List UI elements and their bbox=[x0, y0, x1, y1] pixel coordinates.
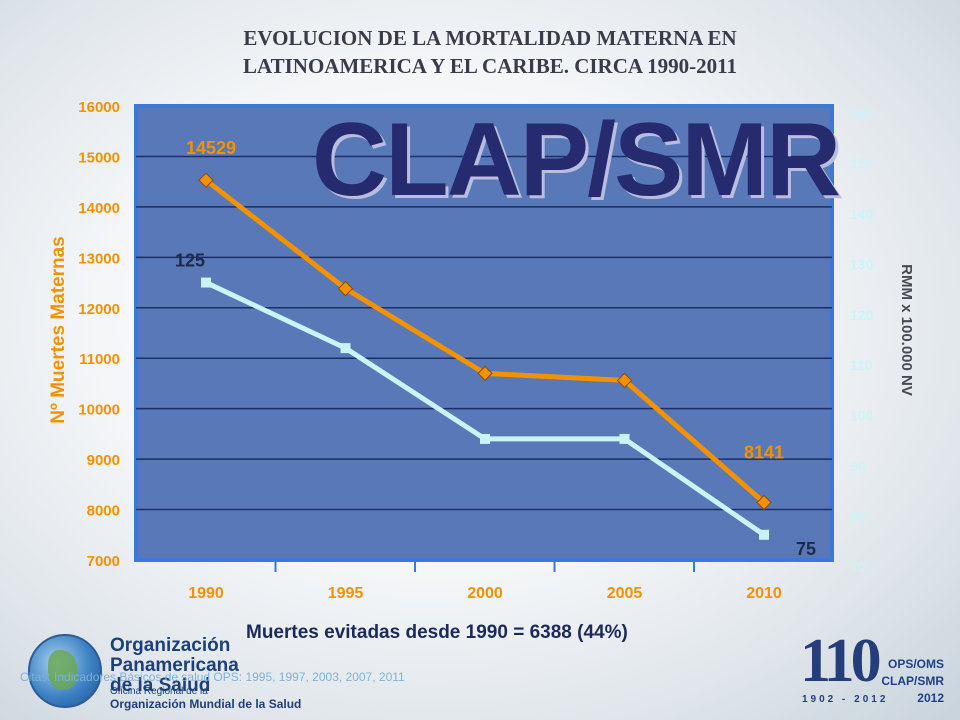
series-2-point bbox=[619, 433, 630, 444]
right-tick-label: 120 bbox=[850, 307, 874, 323]
paho-office-line-2: Organización Mundial de la Salud bbox=[110, 697, 302, 711]
org-credit-line-3: 2012 bbox=[917, 691, 944, 705]
left-tick-label: 15000 bbox=[78, 149, 120, 166]
x-tick-label: 2000 bbox=[467, 585, 503, 602]
series-1-point bbox=[756, 494, 772, 511]
data-label: 14529 bbox=[186, 138, 236, 158]
paho-logo-office: Oficina Regional de la Organización Mund… bbox=[110, 686, 301, 710]
grid-lines bbox=[136, 155, 832, 511]
left-tick-label: 12000 bbox=[78, 301, 120, 318]
left-tick-label: 10000 bbox=[78, 402, 120, 419]
x-tick-label: 1990 bbox=[188, 585, 224, 602]
avoided-deaths-note: Muertes evitadas desde 1990 = 6388 (44%) bbox=[246, 622, 628, 643]
left-tick-label: 13000 bbox=[78, 250, 120, 267]
right-tick-label: 80 bbox=[850, 509, 866, 525]
right-tick-label: 100 bbox=[850, 408, 874, 424]
right-tick-label: 140 bbox=[850, 206, 874, 222]
x-tick-label: 2010 bbox=[746, 585, 782, 602]
paho-name-line-1: Organización bbox=[110, 635, 231, 656]
anniversary-number: 110 bbox=[800, 627, 882, 695]
series-1-point bbox=[477, 365, 493, 382]
right-tick-label: 160 bbox=[850, 105, 874, 121]
left-tick-label: 9000 bbox=[87, 452, 120, 469]
series-1-point bbox=[616, 372, 633, 389]
data-label: 125 bbox=[175, 251, 205, 271]
paho-name-line-3: de la Salud bbox=[110, 675, 211, 696]
left-tick-label: 11000 bbox=[79, 351, 120, 368]
right-axis-title: RMM x 100.000 NV bbox=[898, 264, 915, 396]
data-labels: 14529 8141 125 75 bbox=[175, 138, 816, 559]
anniversary-logo: 110 1902 - 2012 OPS/OMS CLAP/SMR 2012 bbox=[800, 630, 950, 716]
series-2-point bbox=[759, 529, 769, 540]
chart-title: EVOLUCION DE LA MORTALIDAD MATERNA EN LA… bbox=[180, 24, 800, 80]
left-tick-label: 7000 bbox=[87, 553, 120, 570]
paho-office-line-1: Oficina Regional de la bbox=[110, 686, 208, 697]
x-tick-label: 1995 bbox=[328, 585, 364, 602]
left-tick-label: 16000 bbox=[78, 99, 120, 116]
x-axis: 1990 1995 2000 2005 2010 bbox=[188, 560, 782, 602]
globe-icon bbox=[28, 634, 102, 708]
series-2-point bbox=[480, 433, 490, 444]
left-axis-title: Nº Muertes Maternas bbox=[48, 236, 69, 424]
left-tick-label: 8000 bbox=[87, 503, 120, 520]
org-credit-line-2: CLAP/SMR bbox=[881, 674, 944, 688]
data-label: 75 bbox=[796, 539, 816, 559]
right-tick-label: 110 bbox=[850, 357, 873, 373]
series-1-point bbox=[337, 280, 354, 297]
right-tick-label: 70 bbox=[850, 559, 866, 575]
series-2-point bbox=[340, 343, 351, 354]
source-citation: Citas: Indicadores Básicos de salud OPS:… bbox=[20, 670, 405, 684]
org-credit: OPS/OMS CLAP/SMR 2012 bbox=[881, 656, 944, 707]
anniversary-years: 1902 - 2012 bbox=[802, 694, 889, 705]
paho-logo-name: Organización Panamericana de la Salud bbox=[110, 636, 270, 696]
left-y-axis: 7000 8000 9000 10000 11000 12000 13000 14000 150… bbox=[78, 99, 120, 570]
series-1-point bbox=[198, 172, 214, 188]
data-label: 8141 bbox=[744, 442, 784, 462]
paho-logo: Organización Panamericana de la Salud Of… bbox=[14, 630, 301, 714]
plot-area bbox=[134, 104, 834, 562]
org-credit-line-1: OPS/OMS bbox=[887, 657, 944, 671]
clap-smr-watermark: CLAP/SMR bbox=[312, 102, 841, 218]
right-tick-label: 130 bbox=[850, 256, 874, 272]
paho-name-line-2: Panamericana bbox=[110, 655, 239, 676]
chart-title-line-1: EVOLUCION DE LA MORTALIDAD MATERNA EN bbox=[243, 26, 737, 50]
right-tick-label: 90 bbox=[850, 458, 866, 474]
right-tick-label: 150 bbox=[850, 155, 874, 171]
left-tick-label: 14000 bbox=[78, 200, 120, 217]
right-y-axis: 70 80 90 100 110 120 130 140 150 160 bbox=[850, 105, 874, 575]
series-lines bbox=[198, 172, 772, 540]
x-tick-label: 2005 bbox=[607, 585, 643, 602]
series-2-point bbox=[201, 277, 211, 288]
chart-title-line-2: LATINOAMERICA Y EL CARIBE. CIRCA 1990-20… bbox=[243, 54, 737, 78]
